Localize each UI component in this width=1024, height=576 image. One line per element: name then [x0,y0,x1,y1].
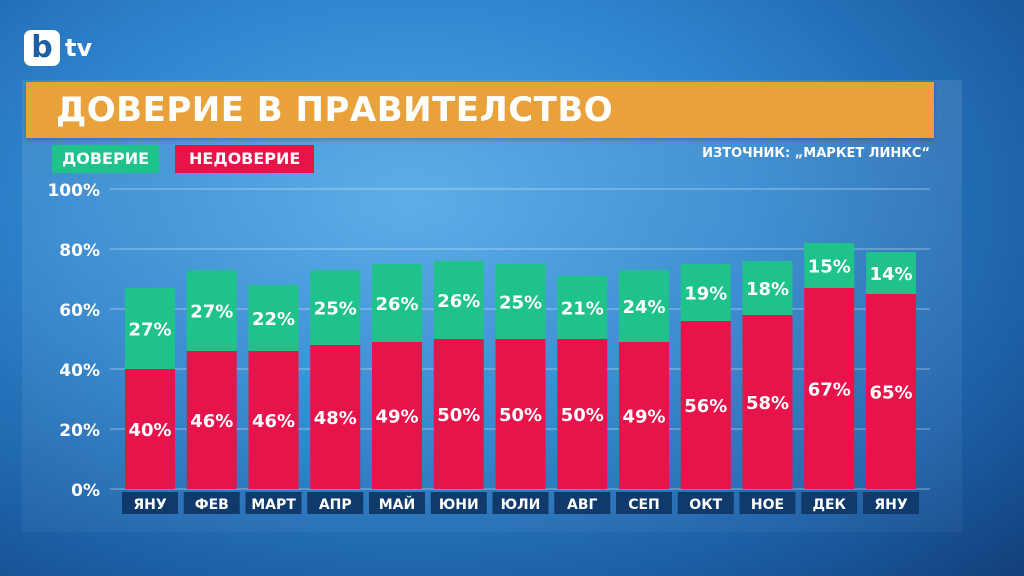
x-tick-label: АВГ [567,497,598,513]
bar-trust [742,261,793,315]
data-label-trust: 24% [622,297,665,318]
bar-trust [495,264,546,339]
y-tick-label: 20% [59,421,100,441]
data-label-distrust: 46% [252,411,295,432]
logo-letter: b [24,30,60,66]
bar-trust [310,270,361,345]
x-label-box [183,492,240,514]
data-label-trust: 25% [314,299,357,320]
y-tick-label: 100% [47,181,100,201]
x-tick-label: СЕП [628,497,660,513]
data-label-distrust: 46% [190,411,233,432]
bar-trust [186,270,237,351]
x-label-box [739,492,796,514]
chart-title: ДОВЕРИЕ В ПРАВИТЕЛСТВО [56,90,614,130]
data-label-trust: 21% [561,299,604,320]
x-tick-label: НОЕ [751,497,784,513]
bar-distrust [125,369,175,489]
bar-distrust [866,294,916,489]
bar-distrust [372,342,422,489]
x-tick-label: МАРТ [251,497,296,513]
x-tick-label: ОКТ [689,497,722,513]
x-tick-label: ДЕК [813,497,847,513]
bar-trust [433,261,484,339]
x-tick-label: МАЙ [379,496,415,513]
bar-distrust [619,342,669,489]
bar-distrust [248,351,299,489]
data-label-trust: 26% [437,291,480,312]
bar-distrust [433,339,484,489]
bar-distrust [742,315,793,489]
data-label-trust: 26% [375,294,418,315]
legend-trust: ДОВЕРИЕ [52,145,160,173]
x-label-box [245,492,302,514]
data-label-trust: 25% [499,293,542,314]
bar-trust [680,264,731,321]
data-label-distrust: 67% [808,380,851,401]
x-label-box [863,492,919,514]
x-label-box [369,492,425,514]
data-label-distrust: 50% [499,405,542,426]
data-label-distrust: 65% [869,383,912,404]
logo-text: tv [65,34,93,62]
data-label-distrust: 40% [128,420,171,441]
x-label-box [554,492,611,514]
x-tick-label: ЮЛИ [501,497,541,513]
bar-distrust [310,345,361,489]
bar-distrust [495,339,546,489]
x-label-box [307,492,364,514]
bar-distrust [557,339,608,489]
data-label-distrust: 49% [375,407,418,428]
x-label-box [430,492,487,514]
bar-trust [248,285,299,351]
data-label-distrust: 48% [314,408,357,429]
x-label-box [616,492,672,514]
data-label-distrust: 58% [746,393,789,414]
data-label-trust: 27% [190,302,233,323]
y-tick-label: 0% [71,481,100,501]
data-label-distrust: 49% [622,407,665,428]
bar-distrust [680,321,731,489]
bar-trust [866,252,916,294]
data-label-trust: 19% [684,284,727,305]
data-label-trust: 27% [128,320,171,341]
x-label-box [801,492,858,514]
data-label-trust: 18% [746,279,789,300]
bar-trust [619,270,669,342]
x-tick-label: ЯНУ [874,497,907,513]
title-bar: ДОВЕРИЕ В ПРАВИТЕЛСТВО [26,82,934,138]
bar-trust [372,264,422,342]
data-label-trust: 14% [869,264,912,285]
bar-trust [804,243,855,288]
bar-trust [125,288,175,369]
bar-trust [557,276,608,339]
x-tick-label: АПР [319,497,352,513]
x-tick-label: ФЕВ [195,497,229,513]
y-tick-label: 80% [59,241,100,261]
bar-distrust [186,351,237,489]
x-label-box [122,492,178,514]
data-label-trust: 22% [252,309,295,330]
x-tick-label: ЯНУ [133,497,166,513]
x-label-box [492,492,549,514]
y-tick-label: 60% [59,301,100,321]
y-tick-label: 40% [59,361,100,381]
data-label-trust: 15% [808,257,851,278]
data-label-distrust: 50% [437,405,480,426]
btv-logo: b tv [24,30,92,66]
bar-distrust [804,288,855,489]
x-tick-label: ЮНИ [439,497,479,513]
data-label-distrust: 50% [561,405,604,426]
x-label-box [677,492,734,514]
legend-distrust: НЕДОВЕРИЕ [175,145,315,173]
source-note: ИЗТОЧНИК: „МАРКЕТ ЛИНКС“ [702,146,930,161]
data-label-distrust: 56% [684,396,727,417]
